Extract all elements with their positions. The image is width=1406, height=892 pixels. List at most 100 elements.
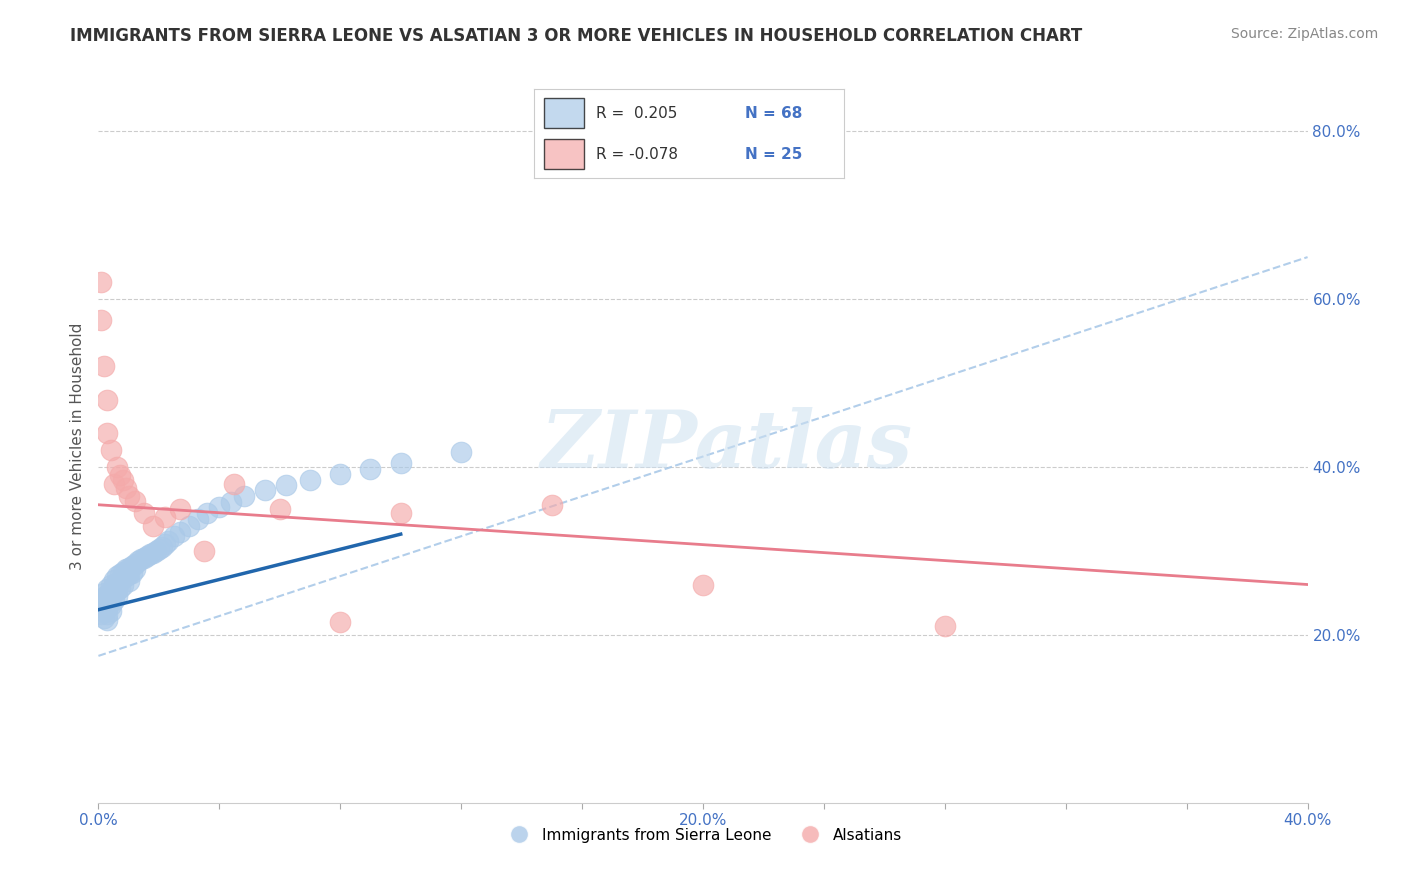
Point xyxy=(100,577,122,591)
Point xyxy=(153,537,176,551)
Point xyxy=(135,549,157,563)
Point xyxy=(127,554,149,568)
Point xyxy=(274,478,297,492)
Point xyxy=(169,525,191,540)
Point xyxy=(93,604,115,618)
Point xyxy=(269,502,291,516)
Point xyxy=(96,582,118,596)
Point xyxy=(105,569,128,583)
Text: N = 25: N = 25 xyxy=(745,147,801,161)
Point xyxy=(253,483,276,498)
Point xyxy=(108,581,131,595)
Point xyxy=(142,518,165,533)
Point xyxy=(299,473,322,487)
Text: Source: ZipAtlas.com: Source: ZipAtlas.com xyxy=(1230,27,1378,41)
Point xyxy=(118,574,141,589)
Point xyxy=(100,591,122,605)
Point xyxy=(100,604,122,618)
Point xyxy=(96,601,118,615)
Point xyxy=(96,392,118,407)
Point xyxy=(90,599,112,613)
Point xyxy=(114,562,136,576)
Point xyxy=(90,275,112,289)
FancyBboxPatch shape xyxy=(544,139,583,169)
Point xyxy=(105,589,128,603)
Point xyxy=(139,547,162,561)
Point xyxy=(692,577,714,591)
Point xyxy=(118,567,141,582)
Point xyxy=(934,619,956,633)
Point xyxy=(153,510,176,524)
Point xyxy=(96,607,118,621)
Point xyxy=(329,615,352,630)
Point xyxy=(132,550,155,565)
Point xyxy=(124,557,146,571)
Point xyxy=(105,582,128,597)
Point xyxy=(93,599,115,613)
Point xyxy=(124,493,146,508)
Point xyxy=(121,566,143,580)
Point xyxy=(103,476,125,491)
Point xyxy=(111,473,134,487)
Y-axis label: 3 or more Vehicles in Household: 3 or more Vehicles in Household xyxy=(69,322,84,570)
Text: R =  0.205: R = 0.205 xyxy=(596,106,678,120)
Point xyxy=(121,559,143,574)
Point xyxy=(103,592,125,607)
Text: R = -0.078: R = -0.078 xyxy=(596,147,678,161)
Point xyxy=(96,594,118,608)
Point xyxy=(129,552,152,566)
Point xyxy=(150,540,173,554)
Point xyxy=(148,542,170,557)
Point xyxy=(187,512,209,526)
Point xyxy=(118,489,141,503)
Point xyxy=(103,579,125,593)
Point xyxy=(103,574,125,588)
Point xyxy=(111,571,134,585)
Point xyxy=(179,518,201,533)
Point xyxy=(90,313,112,327)
Text: IMMIGRANTS FROM SIERRA LEONE VS ALSATIAN 3 OR MORE VEHICLES IN HOUSEHOLD CORRELA: IMMIGRANTS FROM SIERRA LEONE VS ALSATIAN… xyxy=(70,27,1083,45)
Point xyxy=(105,575,128,590)
Point xyxy=(540,498,562,512)
Point xyxy=(93,611,115,625)
Point xyxy=(132,506,155,520)
Point xyxy=(108,567,131,582)
Point xyxy=(100,598,122,612)
Legend: Immigrants from Sierra Leone, Alsatians: Immigrants from Sierra Leone, Alsatians xyxy=(498,822,908,848)
Point xyxy=(96,613,118,627)
Point xyxy=(193,544,215,558)
Point xyxy=(156,533,179,548)
Point xyxy=(96,588,118,602)
Text: N = 68: N = 68 xyxy=(745,106,801,120)
Point xyxy=(450,445,472,459)
Point xyxy=(108,468,131,483)
Point xyxy=(93,586,115,600)
Point xyxy=(111,577,134,591)
Point xyxy=(105,460,128,475)
Point xyxy=(389,456,412,470)
Point xyxy=(142,546,165,560)
Point xyxy=(93,590,115,604)
Point xyxy=(221,495,243,509)
Point xyxy=(114,569,136,583)
Point xyxy=(90,607,112,621)
Point xyxy=(103,586,125,600)
Point xyxy=(124,562,146,576)
Point xyxy=(93,359,115,374)
Point xyxy=(208,500,231,515)
Point xyxy=(111,565,134,579)
Point xyxy=(169,502,191,516)
Point xyxy=(108,574,131,589)
Point xyxy=(224,476,246,491)
Point xyxy=(145,544,167,558)
Point xyxy=(90,594,112,608)
FancyBboxPatch shape xyxy=(544,98,583,128)
Point xyxy=(100,443,122,458)
Point xyxy=(114,481,136,495)
Point xyxy=(118,560,141,574)
Point xyxy=(163,529,186,543)
Point xyxy=(329,467,352,481)
Text: ZIPatlas: ZIPatlas xyxy=(541,408,914,484)
Point xyxy=(232,489,254,503)
Point xyxy=(100,584,122,599)
